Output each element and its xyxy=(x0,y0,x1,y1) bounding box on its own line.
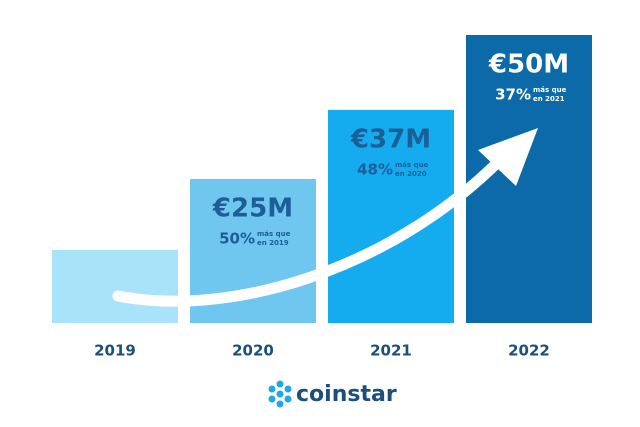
x-tick-label: 2021 xyxy=(370,342,412,360)
x-tick-label: 2019 xyxy=(94,342,136,360)
growth-arrow xyxy=(112,128,538,307)
growth-note: más que xyxy=(533,86,567,94)
growth-label: 37% xyxy=(495,86,531,104)
value-label: €50M xyxy=(488,50,569,80)
x-tick-label: 2022 xyxy=(508,342,550,360)
growth-label: 48% xyxy=(357,160,393,178)
growth-label: 50% xyxy=(219,230,255,248)
logo-icon xyxy=(268,380,292,408)
growth-note: más que xyxy=(395,161,429,169)
growth-note: en 2021 xyxy=(533,95,565,103)
growth-note: en 2020 xyxy=(395,170,427,178)
brand: coinstar xyxy=(296,382,397,407)
x-tick-label: 2020 xyxy=(232,342,274,360)
value-label: €37M xyxy=(350,124,431,154)
growth-note: en 2019 xyxy=(257,239,289,247)
value-label: €25M xyxy=(212,194,293,224)
growth-note: más que xyxy=(257,230,291,238)
bar xyxy=(52,249,178,323)
